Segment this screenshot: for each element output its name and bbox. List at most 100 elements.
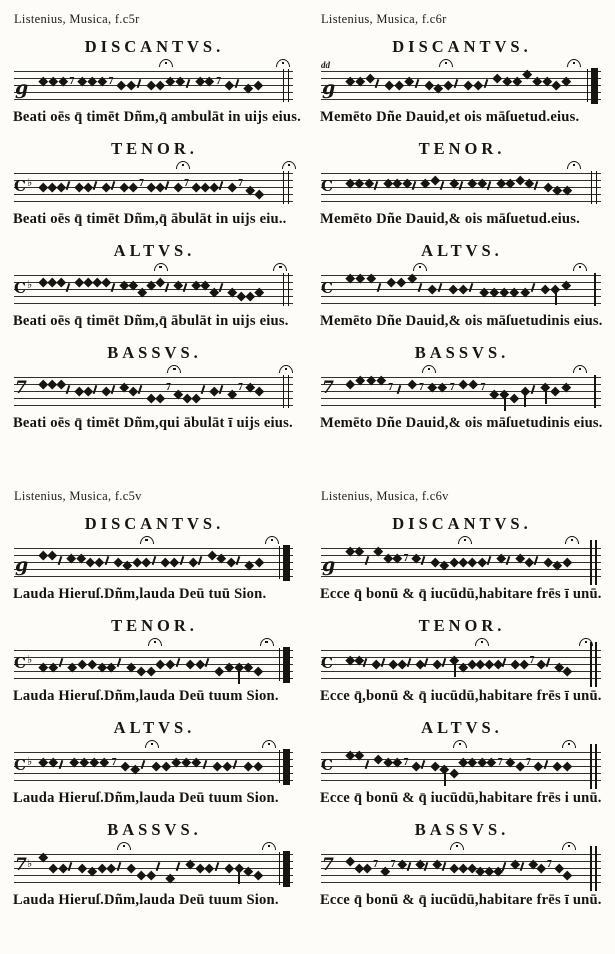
barline <box>590 642 592 687</box>
lyric-text: Lauda Hieruſ.Dñm,lauda Deū tuum Sion. <box>13 892 279 908</box>
music-staff: C ♭ <box>14 263 293 306</box>
barline <box>287 69 289 102</box>
voice-title: DISCANTVS. <box>84 514 225 533</box>
flat-icon: ♭ <box>27 654 33 666</box>
note-stem <box>238 667 241 684</box>
voice-title: ALTVS. <box>421 718 503 737</box>
voice-title: DISCANTVS. <box>84 37 225 56</box>
fermata-icon <box>279 365 294 373</box>
staff-lines <box>14 377 293 406</box>
barline <box>282 69 284 102</box>
lyric-text: Beati oēs q̄ timēt Dñm,qui ābulāt ī uijs… <box>13 415 293 431</box>
page-c6r: Listenius, Musica, f.c6r DISCANTVS. g dd … <box>307 0 615 477</box>
barline <box>594 375 596 408</box>
fermata-dot <box>268 845 271 848</box>
fermata-icon <box>561 842 576 850</box>
lyric-text: Ecce q̄ bonū & q̄ iucūdū,habitare frēs i… <box>320 790 602 806</box>
barline <box>595 540 597 585</box>
c-clef-icon: C <box>321 756 333 774</box>
rest-icon: 7 <box>403 553 409 564</box>
voice-block-altus: ALTVS. C Memēto Dñe Dauid,& ois māſuetud… <box>319 241 605 330</box>
music-staff: 7 ♭ <box>14 842 293 887</box>
fermata-icon <box>262 842 277 850</box>
voice-title: ALTVS. <box>113 718 196 737</box>
voice-title: ALTVS. <box>113 241 196 260</box>
fermata-dot <box>584 641 587 644</box>
fermata-icon <box>262 740 277 748</box>
voice-block-discantus: DISCANTVS. g 7 7 7 Beati oēs q̄ timēt Dñm,q… <box>12 37 301 126</box>
fermata-dot <box>181 164 184 167</box>
g-clef-icon: g <box>15 554 29 576</box>
f-clef-icon: 7 <box>322 855 334 875</box>
lyric-text: Memēto Dñe Dauid,& ois māſuetudinis eius… <box>320 313 603 329</box>
fermata-dot <box>573 62 576 65</box>
fermata-dot <box>578 266 582 269</box>
fermata-dot <box>444 62 447 65</box>
fermata-dot <box>271 539 274 542</box>
voice-title: DISCANTVS. <box>392 514 532 533</box>
rest-icon: 7 <box>111 757 117 768</box>
c-clef-icon: C <box>14 654 26 672</box>
rest-icon: 7 <box>529 655 535 666</box>
voice-title: TENOR. <box>418 616 506 635</box>
music-staff: C ♭ 7 7 7 <box>14 161 296 204</box>
fermata-dot <box>458 743 461 746</box>
fermata-icon <box>438 59 453 67</box>
fermata-dot <box>153 641 156 644</box>
music-staff: g dd <box>321 59 601 104</box>
barline <box>595 846 597 891</box>
fermata-icon <box>475 638 489 646</box>
lyric-text: Ecce q̄ bonū & q̄ iucūdū,habitare frēs ī… <box>320 586 602 602</box>
voice-block-tenor: TENOR. C ♭ Lauda Hieruſ.Dñm,lauda Deū tuu… <box>12 616 297 705</box>
music-staff: C <box>321 161 601 204</box>
fermata-dot <box>164 62 168 65</box>
barline <box>282 171 284 204</box>
fermata-dot <box>282 62 285 65</box>
fermata-dot <box>573 164 576 167</box>
barline <box>283 851 290 887</box>
g-clef-icon: g <box>322 554 336 576</box>
barline <box>287 171 289 204</box>
fermata-dot <box>284 368 288 371</box>
note-stem <box>503 394 506 411</box>
c-clef-icon: C <box>321 654 333 672</box>
page-c5v: Listenius, Musica, f.c5v DISCANTVS. g La… <box>0 477 307 954</box>
music-staff: C <box>321 263 601 306</box>
rest-icon: 7 <box>373 859 379 870</box>
rest-icon: 7 <box>139 178 144 189</box>
fermata-dot <box>123 845 126 848</box>
fermata-dot <box>570 539 573 542</box>
fermata-icon <box>273 263 288 271</box>
rest-icon: 7 <box>497 757 503 768</box>
voice-title: TENOR. <box>418 139 506 158</box>
barline <box>590 540 592 585</box>
barline <box>595 744 597 789</box>
fermata-icon <box>276 59 291 67</box>
lyric-text: Lauda Hieruſ.Dñm,lauda Deū tuū Sion. <box>13 586 267 602</box>
barline <box>591 68 598 104</box>
rest-icon: 7 <box>480 382 486 393</box>
fermata-icon <box>458 536 473 544</box>
lyric-text: Lauda Hieruſ.Dñm,lauda Deū tuum Sion. <box>13 790 279 806</box>
note-stem <box>238 868 241 884</box>
fermata-dot <box>567 743 570 746</box>
fermata-icon <box>421 365 436 373</box>
g-clef-icon: g <box>322 77 336 99</box>
fermata-dot <box>287 164 290 167</box>
music-staff: C 7 7 7 <box>321 740 601 789</box>
fermata-dot <box>419 266 422 269</box>
f-clef-icon: 7 <box>15 855 27 875</box>
rest-icon: 7 <box>388 382 394 393</box>
fermata-dot <box>567 845 570 848</box>
rest-icon: 7 <box>166 382 171 393</box>
fermata-icon <box>147 638 162 646</box>
fermata-icon <box>573 365 587 373</box>
fermata-icon <box>567 161 582 169</box>
c-clef-icon: C <box>14 756 26 774</box>
music-staff: 7 7 7 7 7 <box>321 365 601 411</box>
